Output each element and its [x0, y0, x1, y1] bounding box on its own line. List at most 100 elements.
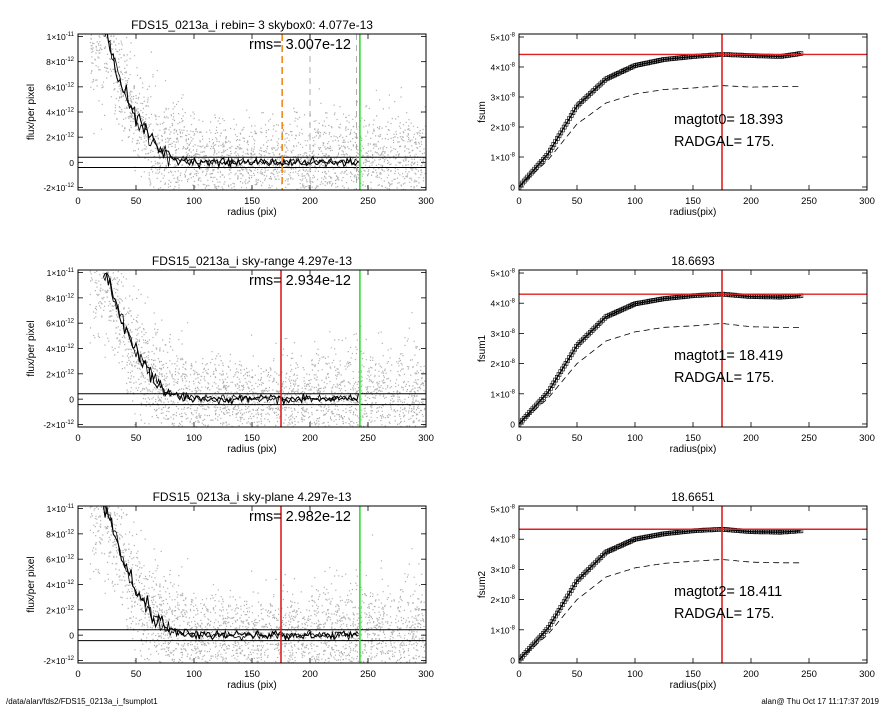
chart-title: 18.6693 — [671, 254, 715, 268]
y-tick-label: 1×10-11 — [47, 32, 75, 42]
y-tick-mantissa: -2×10 — [43, 656, 65, 666]
plot-area — [78, 270, 426, 427]
x-axis-label: radius(pix) — [670, 444, 717, 455]
y-tick-mantissa: 6×10 — [46, 555, 65, 565]
y-tick-label: 4×10-8 — [491, 63, 516, 73]
x-tick-label: 50 — [131, 669, 142, 680]
y-tick-label: 1×10-11 — [47, 504, 75, 514]
y-tick-exponent: -8 — [510, 63, 516, 69]
chart-title: FDS15_0213a_i sky-plane 4.297e-13 — [153, 490, 352, 504]
y-tick-label: 3×10-8 — [491, 93, 516, 103]
y-tick-exponent: -8 — [510, 33, 516, 39]
rms-annotation: rms= 2.982e-12 — [249, 509, 351, 525]
y-tick-exponent: -8 — [510, 153, 516, 159]
y-tick-exponent: -12 — [65, 82, 74, 88]
y-tick-exponent: -8 — [510, 93, 516, 99]
fsum-markers — [519, 291, 804, 427]
magnitude-annotation: RADGAL= 175. — [674, 606, 774, 622]
y-axis-label: fsum1 — [477, 334, 488, 362]
y-tick-exponent: -8 — [510, 299, 516, 305]
y-tick-exponent: -11 — [66, 32, 75, 38]
profile-curve-error — [103, 271, 359, 406]
y-tick-mantissa: 1×10 — [491, 625, 510, 635]
y-tick-mantissa: 2×10 — [491, 595, 510, 605]
x-tick-label: 200 — [743, 669, 759, 680]
x-tick-label: 250 — [801, 196, 817, 207]
x-axis-label: radius (pix) — [227, 444, 276, 455]
y-tick-mantissa: 1×10 — [47, 504, 66, 514]
y-tick-label: 5×10-8 — [491, 269, 516, 279]
x-tick-label: 300 — [859, 669, 875, 680]
x-tick-label: 300 — [859, 196, 875, 207]
y-tick-mantissa: 6×10 — [46, 319, 65, 329]
x-tick-label: 200 — [743, 433, 759, 444]
y-tick-exponent: -8 — [510, 329, 516, 335]
y-tick-mantissa: -2×10 — [43, 183, 65, 193]
x-tick-label: 50 — [572, 669, 583, 680]
x-tick-label: 150 — [685, 669, 701, 680]
panel-profile2: rms= 2.982e-120 50 100 150 200 250 300-2×10-12… — [26, 490, 434, 691]
y-tick-exponent: -8 — [510, 389, 516, 395]
y-tick-label: 0 — [69, 631, 74, 641]
y-tick-label: 8×10-12 — [46, 529, 74, 539]
x-axis-label: radius(pix) — [670, 207, 717, 218]
x-tick-label: 300 — [418, 196, 434, 207]
y-tick-mantissa: 4×10 — [491, 299, 510, 309]
y-tick-label: 6×10-12 — [46, 555, 74, 565]
magnitude-annotation: magtot2= 18.411 — [674, 584, 782, 600]
x-tick-label: 0 — [75, 433, 80, 444]
x-tick-label: 250 — [801, 433, 817, 444]
x-tick-label: 300 — [859, 433, 875, 444]
y-tick-label: 6×10-12 — [46, 319, 74, 329]
y-tick-label: 1×10-8 — [491, 625, 516, 635]
x-tick-label: 150 — [244, 669, 260, 680]
y-tick-label: 2×10-8 — [491, 359, 516, 369]
y-tick-label: 5×10-8 — [491, 505, 516, 515]
x-tick-label: 150 — [685, 433, 701, 444]
y-tick-label: 3×10-8 — [491, 329, 516, 339]
magnitude-annotation: RADGAL= 175. — [674, 134, 774, 150]
panel-profile1: rms= 2.934e-120 50 100 150 200 250 300-2×10-12… — [26, 254, 434, 455]
footer-path: /data/alan/fds2/FDS15_0213a_i_fsumplot1 — [6, 697, 158, 706]
chart-title: FDS15_0213a_i rebin= 3 skybox0: 4.077e-1… — [131, 18, 373, 32]
x-tick-label: 200 — [302, 196, 318, 207]
y-tick-mantissa: 8×10 — [46, 57, 65, 67]
plot-area — [78, 34, 426, 190]
y-tick-exponent: -11 — [66, 504, 75, 510]
y-tick-mantissa: 2×10 — [46, 133, 65, 143]
y-tick-mantissa: 1×10 — [491, 389, 510, 399]
y-axis-label: fsum2 — [477, 570, 488, 598]
y-tick-mantissa: 5×10 — [491, 33, 510, 43]
chart-title: FDS15_0213a_i sky-range 4.297e-13 — [152, 254, 352, 268]
profile-curve-error — [103, 506, 359, 642]
y-tick-label: 0 — [510, 655, 515, 665]
y-tick-label: 4×10-12 — [46, 580, 74, 590]
rms-annotation: rms= 3.007e-12 — [249, 37, 351, 53]
profile-curve — [103, 272, 360, 406]
x-tick-label: 200 — [302, 433, 318, 444]
x-tick-label: 100 — [186, 433, 202, 444]
y-tick-exponent: -8 — [510, 565, 516, 571]
y-tick-label: 3×10-8 — [491, 565, 516, 575]
y-tick-mantissa: 3×10 — [491, 565, 510, 575]
rms-annotation: rms= 2.934e-12 — [249, 273, 351, 289]
plot-area — [519, 506, 867, 663]
y-tick-exponent: -12 — [65, 293, 74, 299]
profile-curve-error — [103, 34, 359, 168]
fsum-markers — [519, 527, 804, 663]
y-tick-label: -2×10-12 — [43, 656, 74, 666]
x-tick-label: 0 — [516, 433, 521, 444]
x-tick-label: 50 — [131, 196, 142, 207]
y-tick-label: -2×10-12 — [43, 420, 74, 430]
scatter-points — [89, 270, 426, 427]
y-axis-label: flux/per pixel — [26, 320, 37, 376]
x-axis-label: radius (pix) — [227, 207, 276, 218]
y-tick-exponent: -12 — [65, 605, 74, 611]
plot-area — [519, 34, 867, 190]
y-tick-exponent: -12 — [65, 580, 74, 586]
x-tick-label: 0 — [516, 196, 521, 207]
y-axis-label: flux/per pixel — [26, 84, 37, 140]
x-tick-label: 250 — [360, 669, 376, 680]
x-tick-label: 150 — [244, 433, 260, 444]
magnitude-annotation: magtot0= 18.393 — [674, 112, 783, 128]
